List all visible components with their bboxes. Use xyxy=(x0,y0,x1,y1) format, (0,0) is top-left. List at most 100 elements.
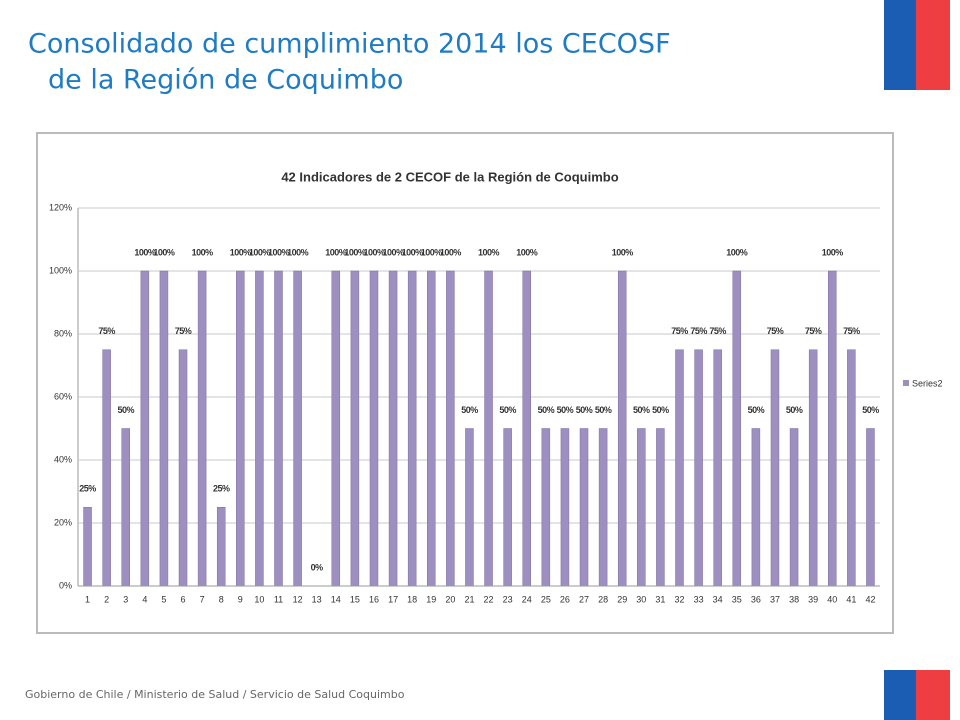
x-tick-label: 25 xyxy=(541,594,551,604)
x-tick-label: 20 xyxy=(445,594,455,604)
y-tick-label: 60% xyxy=(54,391,72,401)
y-tick-label: 100% xyxy=(49,265,72,275)
chart-title: 42 Indicadores de 2 CECOF de la Región d… xyxy=(281,169,618,184)
bar xyxy=(579,428,589,587)
x-tick-label: 37 xyxy=(770,594,780,604)
bar xyxy=(656,428,665,587)
value-label: 50% xyxy=(633,405,650,415)
value-label: 100% xyxy=(192,247,214,257)
bar xyxy=(694,349,703,587)
x-tick-label: 3 xyxy=(123,594,128,604)
x-tick-label: 1 xyxy=(85,594,90,604)
value-label: 100% xyxy=(822,247,844,257)
value-label: 25% xyxy=(213,484,230,494)
bar xyxy=(140,270,150,587)
bar xyxy=(732,270,742,587)
legend-label: Series2 xyxy=(912,378,943,388)
bar xyxy=(522,270,531,587)
value-label: 100% xyxy=(402,247,424,257)
bar xyxy=(675,349,684,587)
bar xyxy=(465,428,474,587)
x-tick-label: 36 xyxy=(751,594,761,604)
flag-red xyxy=(916,670,950,720)
bar xyxy=(178,349,188,587)
legend-swatch xyxy=(903,380,909,386)
x-tick-label: 6 xyxy=(181,594,186,604)
value-label: 50% xyxy=(117,405,134,415)
x-tick-label: 18 xyxy=(407,594,417,604)
bar xyxy=(503,428,512,587)
value-label: 50% xyxy=(461,405,478,415)
value-label: 50% xyxy=(557,405,574,415)
value-label: 50% xyxy=(499,405,516,415)
value-label: 100% xyxy=(440,247,462,257)
bar xyxy=(121,428,130,587)
x-tick-label: 22 xyxy=(484,594,494,604)
value-label: 50% xyxy=(595,405,612,415)
value-label: 100% xyxy=(230,247,252,257)
x-tick-label: 13 xyxy=(312,594,322,604)
x-tick-label: 38 xyxy=(789,594,799,604)
x-tick-label: 24 xyxy=(522,594,532,604)
value-label: 100% xyxy=(363,247,385,257)
x-tick-label: 32 xyxy=(674,594,684,604)
bar xyxy=(274,270,283,587)
flag-blue xyxy=(884,0,916,90)
bar xyxy=(369,270,379,587)
bar xyxy=(560,428,570,587)
bar xyxy=(83,507,92,587)
bar xyxy=(789,428,799,587)
bar xyxy=(388,270,398,587)
value-label: 50% xyxy=(652,405,669,415)
x-tick-label: 39 xyxy=(808,594,818,604)
x-tick-label: 41 xyxy=(846,594,856,604)
x-tick-label: 12 xyxy=(293,594,303,604)
value-label: 75% xyxy=(843,326,860,336)
x-tick-label: 34 xyxy=(713,594,723,604)
bar xyxy=(102,349,111,587)
x-tick-label: 9 xyxy=(238,594,243,604)
value-label: 75% xyxy=(709,326,726,336)
value-label: 50% xyxy=(786,405,803,415)
x-tick-label: 26 xyxy=(560,594,570,604)
x-tick-label: 4 xyxy=(142,594,147,604)
value-label: 100% xyxy=(344,247,366,257)
bar xyxy=(293,270,302,587)
value-label: 50% xyxy=(538,405,555,415)
x-tick-label: 40 xyxy=(827,594,837,604)
value-label: 75% xyxy=(805,326,822,336)
x-tick-label: 29 xyxy=(617,594,627,604)
x-tick-label: 16 xyxy=(369,594,379,604)
y-tick-label: 80% xyxy=(54,328,72,338)
value-label: 100% xyxy=(325,247,347,257)
x-tick-label: 21 xyxy=(464,594,474,604)
bar xyxy=(866,428,875,587)
value-label: 75% xyxy=(175,326,192,336)
x-tick-label: 42 xyxy=(865,594,875,604)
x-tick-label: 31 xyxy=(655,594,665,604)
value-label: 100% xyxy=(287,247,309,257)
slide-title: de la Región de Coquimbo xyxy=(48,65,403,96)
bar xyxy=(255,270,264,587)
bar xyxy=(617,270,627,587)
x-tick-label: 8 xyxy=(219,594,224,604)
y-tick-label: 120% xyxy=(49,202,72,212)
bar xyxy=(637,428,646,587)
x-tick-label: 28 xyxy=(598,594,608,604)
value-label: 50% xyxy=(862,405,879,415)
bar xyxy=(407,270,417,587)
value-label: 100% xyxy=(421,247,443,257)
value-label: 100% xyxy=(134,247,156,257)
value-label: 100% xyxy=(516,247,538,257)
bar xyxy=(216,507,226,587)
value-label: 100% xyxy=(249,247,271,257)
bar xyxy=(541,428,551,587)
x-tick-label: 11 xyxy=(274,594,283,604)
y-tick-label: 20% xyxy=(54,517,72,527)
value-label: 100% xyxy=(153,247,175,257)
bar xyxy=(751,428,761,587)
bar xyxy=(350,270,360,587)
value-label: 50% xyxy=(576,405,593,415)
bar xyxy=(427,270,436,587)
value-label: 100% xyxy=(383,247,405,257)
